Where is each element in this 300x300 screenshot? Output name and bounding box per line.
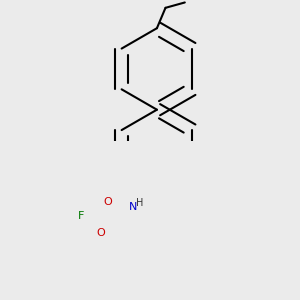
Text: N: N xyxy=(129,202,137,212)
Text: O: O xyxy=(97,228,106,238)
Text: H: H xyxy=(136,198,143,208)
Text: O: O xyxy=(103,197,112,207)
Text: F: F xyxy=(78,212,84,221)
